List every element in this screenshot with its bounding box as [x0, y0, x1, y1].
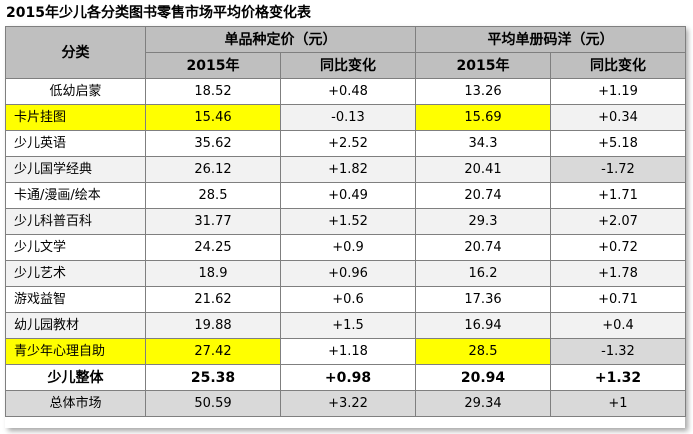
row-category: 幼儿园教材: [5, 312, 146, 339]
row-price: 19.88: [145, 312, 281, 339]
row-category: 青少年心理自助: [5, 338, 146, 365]
row-avg: 15.69: [415, 104, 551, 131]
row-category: 游戏益智: [5, 286, 146, 313]
table-row: 低幼启蒙 18.52 +0.48 13.26 +1.19: [5, 78, 686, 105]
header-unit-price: 单品种定价（元）: [145, 26, 416, 53]
total-price-change: +0.98: [280, 364, 416, 391]
total-category: 少儿整体: [5, 364, 146, 391]
row-avg: 17.36: [415, 286, 551, 313]
row-avg: 20.74: [415, 182, 551, 209]
market-price-change: +3.22: [280, 390, 416, 417]
row-avg: 13.26: [415, 78, 551, 105]
header-year-2: 2015年: [415, 52, 551, 79]
row-category: 少儿英语: [5, 130, 146, 157]
row-price: 28.5: [145, 182, 281, 209]
row-category: 少儿国学经典: [5, 156, 146, 183]
row-category: 少儿科普百科: [5, 208, 146, 235]
table-row: 少儿英语 35.62 +2.52 34.3 +5.18: [5, 130, 686, 157]
row-price: 31.77: [145, 208, 281, 235]
row-price: 18.52: [145, 78, 281, 105]
row-category: 卡片挂图: [5, 104, 146, 131]
table-row: 少儿科普百科 31.77 +1.52 29.3 +2.07: [5, 208, 686, 235]
table-row: 少儿文学 24.25 +0.9 20.74 +0.72: [5, 234, 686, 261]
table-row: 青少年心理自助 27.42 +1.18 28.5 -1.32: [5, 338, 686, 365]
row-price-change: +0.49: [280, 182, 416, 209]
row-avg-change: +1.78: [550, 260, 686, 287]
row-price-change: +0.96: [280, 260, 416, 287]
table-row: 卡片挂图 15.46 -0.13 15.69 +0.34: [5, 104, 686, 131]
table-row: 幼儿园教材 19.88 +1.5 16.94 +0.4: [5, 312, 686, 339]
row-avg: 29.3: [415, 208, 551, 235]
total-row: 少儿整体 25.38 +0.98 20.94 +1.32: [5, 364, 686, 391]
row-avg-change: +0.71: [550, 286, 686, 313]
row-price: 27.42: [145, 338, 281, 365]
header-avg-price: 平均单册码洋（元）: [415, 26, 686, 53]
header-year-1: 2015年: [145, 52, 281, 79]
row-avg: 16.94: [415, 312, 551, 339]
row-avg: 20.74: [415, 234, 551, 261]
row-price: 15.46: [145, 104, 281, 131]
price-change-table: 分类 单品种定价（元） 平均单册码洋（元） 2015年 同比变化 2015年 同…: [5, 26, 686, 417]
header-change-1: 同比变化: [280, 52, 416, 79]
row-price: 26.12: [145, 156, 281, 183]
table-row: 卡通/漫画/绘本 28.5 +0.49 20.74 +1.71: [5, 182, 686, 209]
header-row-1: 分类 单品种定价（元） 平均单册码洋（元）: [5, 26, 686, 79]
row-price-change: +0.48: [280, 78, 416, 105]
market-avg: 29.34: [415, 390, 551, 417]
row-price-change: +0.9: [280, 234, 416, 261]
row-avg-change: +2.07: [550, 208, 686, 235]
price-table-container: 分类 单品种定价（元） 平均单册码洋（元） 2015年 同比变化 2015年 同…: [5, 26, 686, 428]
header-category: 分类: [5, 26, 146, 79]
table-title: 2015年少儿各分类图书零售市场平均价格变化表: [6, 5, 311, 21]
row-avg: 34.3: [415, 130, 551, 157]
row-avg-change: +1.71: [550, 182, 686, 209]
total-avg-change: +1.32: [550, 364, 686, 391]
row-avg: 28.5: [415, 338, 551, 365]
row-avg-change: +0.4: [550, 312, 686, 339]
row-avg-change: +5.18: [550, 130, 686, 157]
row-avg: 16.2: [415, 260, 551, 287]
row-price-change: +1.18: [280, 338, 416, 365]
market-price: 50.59: [145, 390, 281, 417]
row-price-change: +1.52: [280, 208, 416, 235]
row-price: 24.25: [145, 234, 281, 261]
row-price-change: -0.13: [280, 104, 416, 131]
row-category: 卡通/漫画/绘本: [5, 182, 146, 209]
row-price-change: +0.6: [280, 286, 416, 313]
row-price-change: +1.5: [280, 312, 416, 339]
market-category: 总体市场: [5, 390, 146, 417]
row-price-change: +1.82: [280, 156, 416, 183]
row-price-change: +2.52: [280, 130, 416, 157]
row-category: 少儿文学: [5, 234, 146, 261]
row-category: 低幼启蒙: [5, 78, 146, 105]
row-avg-change: +0.72: [550, 234, 686, 261]
row-price: 18.9: [145, 260, 281, 287]
total-price: 25.38: [145, 364, 281, 391]
table-row: 游戏益智 21.62 +0.6 17.36 +0.71: [5, 286, 686, 313]
header-change-2: 同比变化: [550, 52, 686, 79]
market-row: 总体市场 50.59 +3.22 29.34 +1: [5, 390, 686, 417]
header-row-2: 2015年 同比变化 2015年 同比变化: [6, 52, 686, 79]
row-avg-change: +1.19: [550, 78, 686, 105]
table-row: 少儿艺术 18.9 +0.96 16.2 +1.78: [5, 260, 686, 287]
row-avg-change: +0.34: [550, 104, 686, 131]
row-avg-change: -1.72: [550, 156, 686, 183]
total-avg: 20.94: [415, 364, 551, 391]
table-row: 少儿国学经典 26.12 +1.82 20.41 -1.72: [5, 156, 686, 183]
market-avg-change: +1: [550, 390, 686, 417]
row-price: 21.62: [145, 286, 281, 313]
row-category: 少儿艺术: [5, 260, 146, 287]
row-price: 35.62: [145, 130, 281, 157]
row-avg-change: -1.32: [550, 338, 686, 365]
row-avg: 20.41: [415, 156, 551, 183]
